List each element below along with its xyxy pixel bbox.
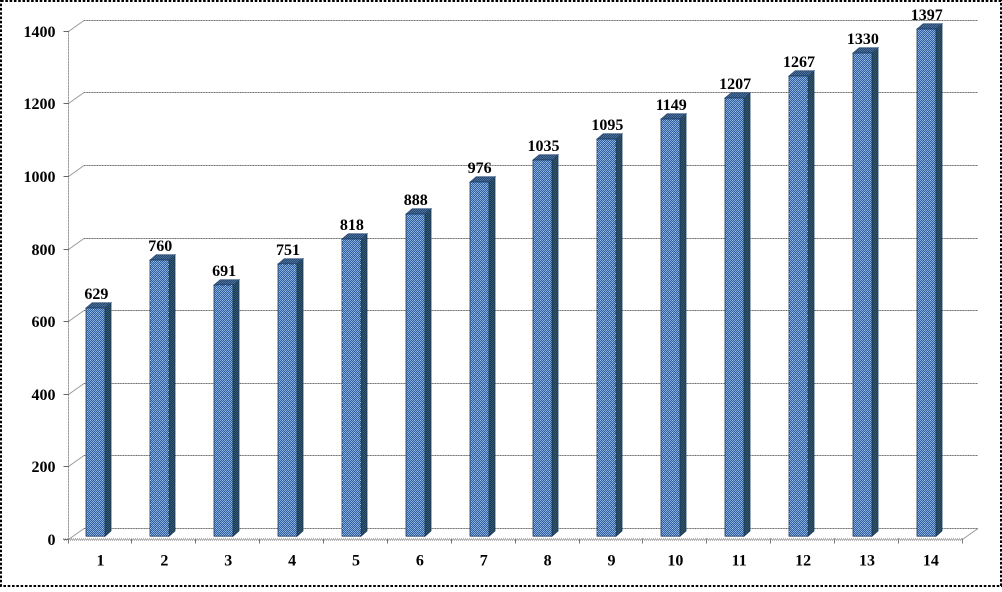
svg-text:9: 9	[607, 553, 615, 570]
svg-text:14: 14	[923, 553, 939, 570]
svg-text:600: 600	[32, 314, 56, 331]
svg-text:1000: 1000	[24, 169, 56, 186]
svg-text:3: 3	[224, 553, 232, 570]
svg-text:751: 751	[276, 242, 300, 259]
svg-text:1: 1	[96, 553, 104, 570]
svg-text:5: 5	[352, 553, 360, 570]
svg-text:13: 13	[859, 553, 875, 570]
svg-text:1207: 1207	[719, 76, 751, 93]
svg-text:629: 629	[84, 286, 108, 303]
svg-text:4: 4	[288, 553, 296, 570]
svg-text:400: 400	[32, 387, 56, 404]
svg-text:976: 976	[468, 160, 492, 177]
svg-text:7: 7	[480, 553, 488, 570]
svg-text:888: 888	[404, 192, 428, 209]
svg-text:6: 6	[416, 553, 424, 570]
svg-text:1267: 1267	[783, 54, 815, 71]
svg-text:8: 8	[544, 553, 552, 570]
svg-text:1149: 1149	[656, 97, 687, 114]
svg-text:200: 200	[32, 459, 56, 476]
svg-text:691: 691	[212, 263, 236, 280]
svg-text:1400: 1400	[24, 24, 56, 41]
svg-text:11: 11	[732, 553, 747, 570]
svg-text:10: 10	[667, 553, 683, 570]
svg-text:1200: 1200	[24, 96, 56, 113]
svg-text:1397: 1397	[911, 7, 943, 24]
svg-text:12: 12	[795, 553, 811, 570]
svg-text:800: 800	[32, 242, 56, 259]
svg-text:818: 818	[340, 217, 364, 234]
svg-text:760: 760	[148, 238, 172, 255]
svg-text:1095: 1095	[591, 117, 623, 134]
svg-text:2: 2	[160, 553, 168, 570]
svg-text:1035: 1035	[528, 138, 560, 155]
svg-text:0: 0	[48, 532, 56, 549]
svg-text:1330: 1330	[847, 31, 879, 48]
